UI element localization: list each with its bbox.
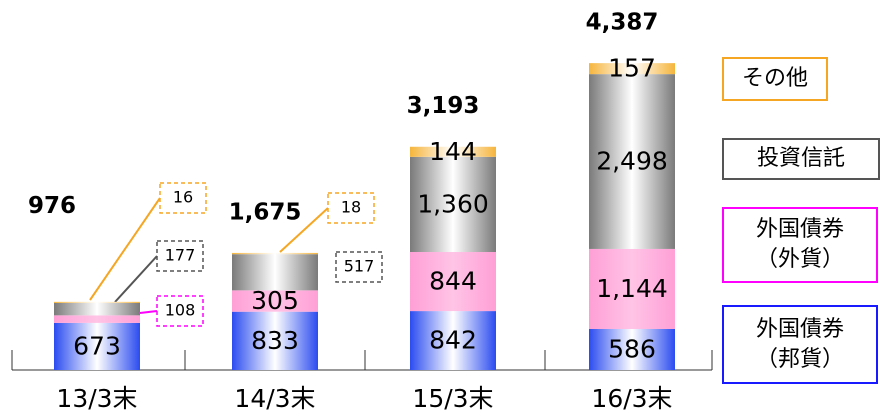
value-label: 108 [165,301,196,320]
value-label: 177 [165,246,196,265]
total-label: 4,387 [586,10,659,36]
callout-box [335,251,383,283]
bar-segment [232,252,318,255]
x-tick-label: 15/3末 [412,384,493,413]
bar-segment [589,328,675,370]
value-label: 673 [73,331,121,360]
value-label: 305 [251,286,299,315]
value-label: 842 [429,326,477,355]
value-label: 16 [173,188,193,207]
x-tick-label: 13/3末 [56,384,137,413]
legend-entry: 外国債券 （邦貨） [722,305,878,384]
value-label: 2,498 [596,147,668,176]
legend-entry: 外国債券 （外貨） [722,207,878,283]
value-label: 157 [608,54,656,83]
x-tick-label: 14/3末 [234,384,315,413]
leader-line [279,207,329,253]
bar-segment [589,74,675,249]
callout-box [159,182,207,214]
leader-line [114,255,158,303]
legend-entry: 投資信託 [722,138,880,180]
value-label: 833 [251,326,299,355]
bar-segment [589,63,675,75]
bar-segment [54,322,140,370]
bar-segment [54,315,140,323]
value-label: 517 [344,257,375,276]
bar-segment [410,146,496,157]
bar-segment [410,156,496,253]
total-label: 1,675 [229,199,302,225]
legend-entry: その他 [722,57,828,101]
value-label: 18 [341,198,361,217]
x-tick-label: 16/3末 [591,384,672,413]
callout-box [156,295,204,327]
bar-segment [54,301,140,303]
leader-line [139,310,158,314]
bar-segment [410,252,496,312]
total-label: 3,193 [407,93,480,119]
bar-segment [54,302,140,316]
value-label: 144 [429,137,477,166]
value-label: 1,144 [596,274,668,303]
value-label: 586 [608,334,656,363]
total-label: 976 [28,193,76,219]
leader-line [89,197,161,301]
bar-segment [589,248,675,329]
bar-segment [410,311,496,370]
bar-segment [232,254,318,291]
value-label: 844 [429,267,477,296]
bar-segment [232,311,318,370]
value-label: 1,360 [417,189,489,218]
callout-box [156,240,204,272]
bar-segment [232,290,318,312]
